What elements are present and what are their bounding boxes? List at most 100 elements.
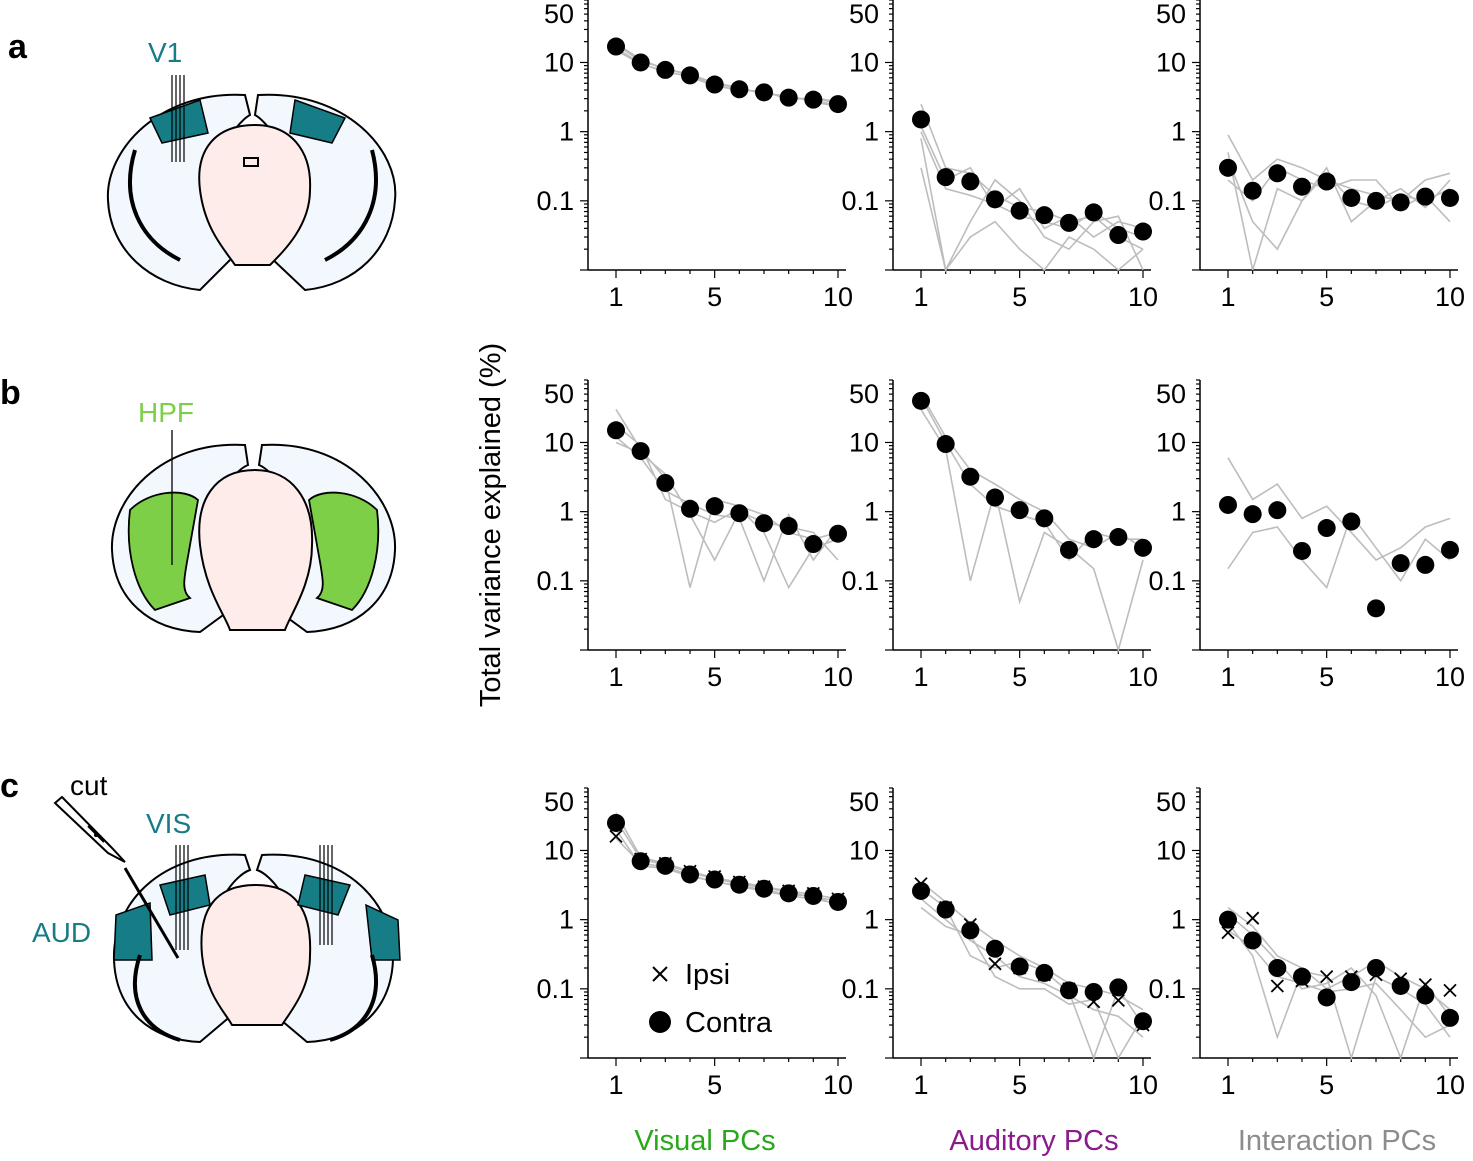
chart-a-0: 0.1 1 10 50 1 5 10 (536, 0, 853, 312)
column-title-visual: Visual PCs (634, 1125, 775, 1157)
x-tick-label: 5 (707, 282, 722, 312)
y-tick-label: 0.1 (536, 566, 574, 596)
contra-marker (1268, 164, 1287, 183)
legend-ipsi-label: Ipsi (685, 959, 730, 991)
subject-line (920, 888, 1144, 1061)
y-tick-label: 10 (1156, 427, 1186, 457)
contra-marker (1109, 978, 1128, 997)
contra-marker (1416, 986, 1435, 1005)
contra-marker (1035, 509, 1054, 528)
y-tick-label: 50 (1156, 0, 1186, 29)
x-tick-label: 1 (913, 1070, 928, 1100)
contra-marker (1441, 188, 1459, 207)
contra-marker (986, 190, 1004, 209)
contra-marker (1416, 187, 1435, 206)
subject-line (1227, 922, 1451, 1061)
x-tick-label: 1 (608, 1070, 623, 1100)
x-tick-label: 5 (1319, 1070, 1334, 1100)
x-tick-label: 5 (1319, 282, 1334, 312)
contra-marker (1293, 541, 1311, 560)
legend-ipsi-marker (652, 966, 668, 982)
y-tick-label: 0.1 (536, 186, 574, 216)
subject-line (920, 167, 1144, 272)
legend-contra-marker (649, 1011, 671, 1033)
x-tick-label: 5 (707, 662, 722, 692)
contra-marker (1010, 957, 1029, 976)
x-tick-label: 5 (1012, 662, 1027, 692)
subject-line (1227, 913, 1451, 1061)
hpf-label: HPF (138, 397, 194, 428)
contra-marker (631, 442, 650, 461)
contra-marker (1109, 226, 1128, 245)
contra-marker (829, 524, 847, 543)
x-tick-label: 10 (1128, 282, 1158, 312)
contra-marker (607, 421, 625, 440)
y-tick-label: 1 (1171, 117, 1186, 147)
contra-marker (912, 391, 930, 410)
contra-marker (1268, 501, 1287, 520)
contra-marker (656, 60, 675, 79)
contra-marker (1416, 555, 1435, 574)
contra-marker (1441, 1008, 1459, 1027)
contra-marker (1084, 982, 1103, 1001)
contra-marker (961, 921, 980, 940)
ipsi-marker (1246, 911, 1260, 925)
y-tick-label: 50 (1156, 379, 1186, 409)
subject-line (1227, 906, 1451, 1011)
contra-marker (1367, 599, 1385, 618)
panel-label-b: b (0, 374, 21, 412)
x-tick-label: 10 (1128, 1070, 1158, 1100)
ipsi-marker (1443, 983, 1457, 998)
chart-c-2: 0.1 1 10 50 1 5 10 (1148, 787, 1465, 1100)
x-tick-label: 5 (1012, 1070, 1027, 1100)
subject-line (920, 881, 1144, 1011)
y-tick-label: 1 (559, 497, 574, 527)
y-tick-label: 1 (1171, 905, 1186, 935)
y-tick-label: 10 (849, 835, 879, 865)
contra-marker (961, 172, 980, 191)
ipsi-marker (1270, 979, 1284, 993)
y-axis-label: Total variance explained (%) (475, 343, 507, 707)
y-tick-label: 10 (1156, 47, 1186, 77)
contra-marker (1060, 981, 1078, 1000)
contra-marker (1342, 973, 1361, 992)
contra-marker (779, 88, 798, 107)
y-tick-label: 1 (1171, 497, 1186, 527)
y-tick-label: 1 (559, 117, 574, 147)
subject-line (1227, 457, 1451, 561)
contra-marker (631, 852, 650, 871)
brain-diagram-a: V1 (106, 37, 397, 292)
contra-marker (681, 499, 699, 518)
x-tick-label: 1 (913, 662, 928, 692)
legend-contra-label: Contra (685, 1007, 773, 1039)
x-tick-label: 10 (1435, 282, 1465, 312)
contra-marker (1293, 177, 1311, 196)
contra-marker (936, 900, 955, 919)
contra-marker (1060, 213, 1078, 232)
brain-diagram-c: cut VIS AUD (32, 770, 401, 1044)
contra-marker (1219, 158, 1237, 177)
subject-line (920, 131, 1144, 238)
y-tick-label: 50 (1156, 787, 1186, 817)
contra-marker (1084, 530, 1103, 549)
y-tick-label: 50 (544, 379, 574, 409)
y-tick-label: 1 (864, 905, 879, 935)
contra-marker (1010, 501, 1029, 520)
v1-label: V1 (148, 37, 182, 68)
contra-marker (730, 504, 749, 523)
contra-marker (912, 881, 930, 900)
x-tick-label: 10 (823, 282, 853, 312)
contra-marker (1317, 519, 1336, 538)
x-tick-label: 10 (1435, 1070, 1465, 1100)
contra-marker (755, 514, 773, 533)
subject-line (615, 424, 839, 590)
y-tick-label: 10 (849, 427, 879, 457)
contra-marker (1342, 188, 1361, 207)
y-tick-label: 10 (544, 835, 574, 865)
ipsi-marker (1320, 970, 1334, 984)
y-tick-label: 1 (864, 497, 879, 527)
subject-line (615, 837, 839, 907)
brain-diagram-b: HPF (110, 397, 397, 634)
subject-line (1227, 513, 1451, 590)
